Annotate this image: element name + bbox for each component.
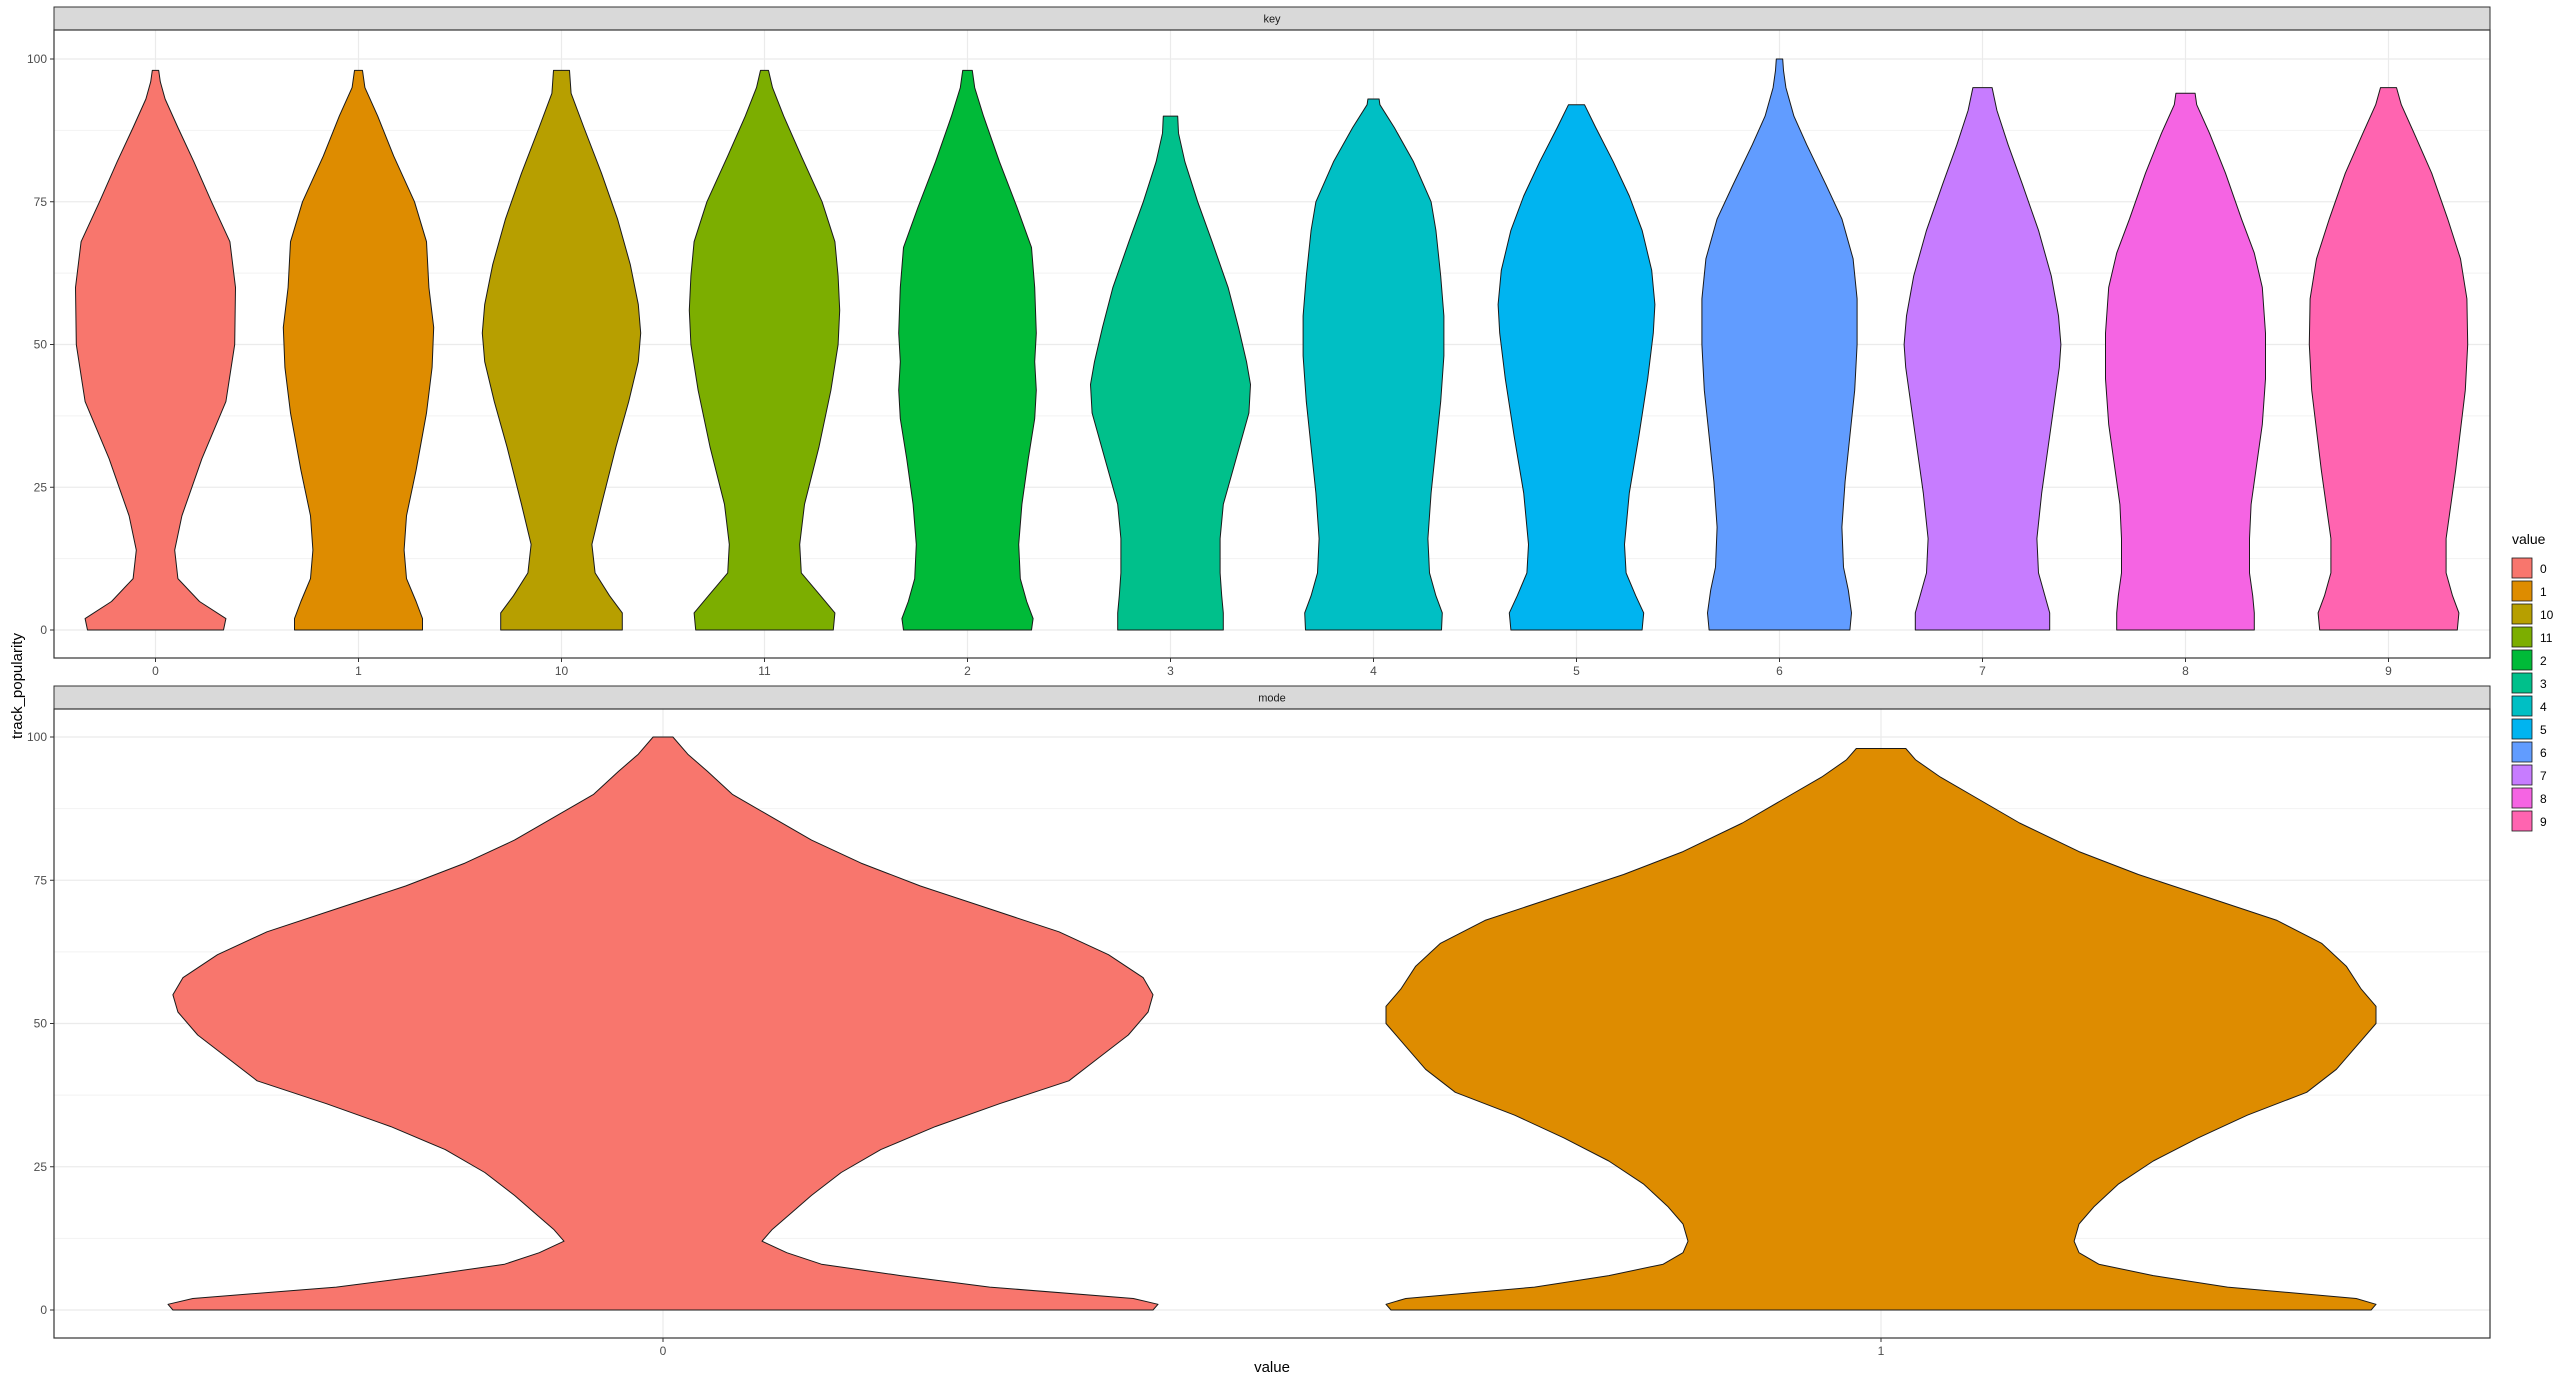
y-tick-label: 25 [34,480,48,494]
facet-strip-label: mode [1258,693,1286,705]
y-tick-label: 0 [40,1303,47,1317]
violin-key-10 [481,69,642,631]
violin-key-9 [2308,87,2469,631]
facet-strip-label: key [1263,14,1281,26]
y-tick-label: 100 [27,52,47,66]
violin-key-3 [1090,115,1251,631]
legend-label-0: 0 [2540,562,2547,576]
y-tick-label: 75 [34,195,48,209]
x-tick-label: 5 [1573,664,1580,678]
x-tick-label: 0 [660,1344,667,1358]
legend-label-10: 10 [2540,608,2554,622]
violin-mode-1 [1385,748,2377,1311]
x-tick-label: 9 [2385,664,2392,678]
legend-label-4: 4 [2540,700,2547,714]
x-tick-label: 11 [758,664,771,678]
legend-label-8: 8 [2540,792,2547,806]
violin-mode-0 [167,736,1159,1311]
panel-border [53,29,2491,659]
legend-label-7: 7 [2540,769,2547,783]
violin-key-4 [1302,98,1445,631]
y-tick-label: 50 [34,338,48,352]
x-tick-label: 1 [1878,1344,1885,1358]
violin-key-6 [1701,58,1858,631]
y-axis-title: track_popularity [9,633,26,739]
violin-key-11 [688,69,841,631]
legend-key-11 [2511,626,2533,648]
legend-label-11: 11 [2540,631,2553,645]
x-tick-label: 10 [555,664,569,678]
legend-key-6 [2511,741,2533,763]
violin-key-0 [75,69,236,631]
legend-key-9 [2511,810,2533,832]
legend-key-4 [2511,695,2533,717]
legend-label-5: 5 [2540,723,2547,737]
legend-label-3: 3 [2540,677,2547,691]
legend-label-2: 2 [2540,654,2547,668]
legend-key-2 [2511,649,2533,671]
y-tick-label: 0 [40,623,47,637]
violin-key-1 [282,69,435,631]
x-tick-label: 1 [355,664,362,678]
x-axis-title: value [1254,1359,1290,1376]
legend-key-1 [2511,580,2533,602]
x-tick-label: 6 [1776,664,1783,678]
violin-key-5 [1497,104,1656,631]
violin-key-8 [2105,92,2266,631]
legend-key-8 [2511,787,2533,809]
legend-label-1: 1 [2540,585,2547,599]
legend-label-6: 6 [2540,746,2547,760]
legend-key-5 [2511,718,2533,740]
x-tick-label: 3 [1167,664,1174,678]
legend-title: value [2512,531,2546,547]
x-tick-label: 0 [152,664,159,678]
x-tick-label: 2 [964,664,971,678]
x-tick-label: 7 [1979,664,1986,678]
violin-key-2 [898,69,1037,631]
y-tick-label: 100 [27,730,47,744]
legend-label-9: 9 [2540,815,2547,829]
legend-key-0 [2511,557,2533,579]
y-tick-label: 25 [34,1160,48,1174]
y-tick-label: 75 [34,873,48,887]
violin-key-7 [1903,87,2062,631]
panel-border [53,708,2491,1339]
legend-key-10 [2511,603,2533,625]
legend-key-3 [2511,672,2533,694]
y-tick-label: 50 [34,1017,48,1031]
legend-key-7 [2511,764,2533,786]
x-tick-label: 8 [2182,664,2189,678]
x-tick-label: 4 [1370,664,1377,678]
